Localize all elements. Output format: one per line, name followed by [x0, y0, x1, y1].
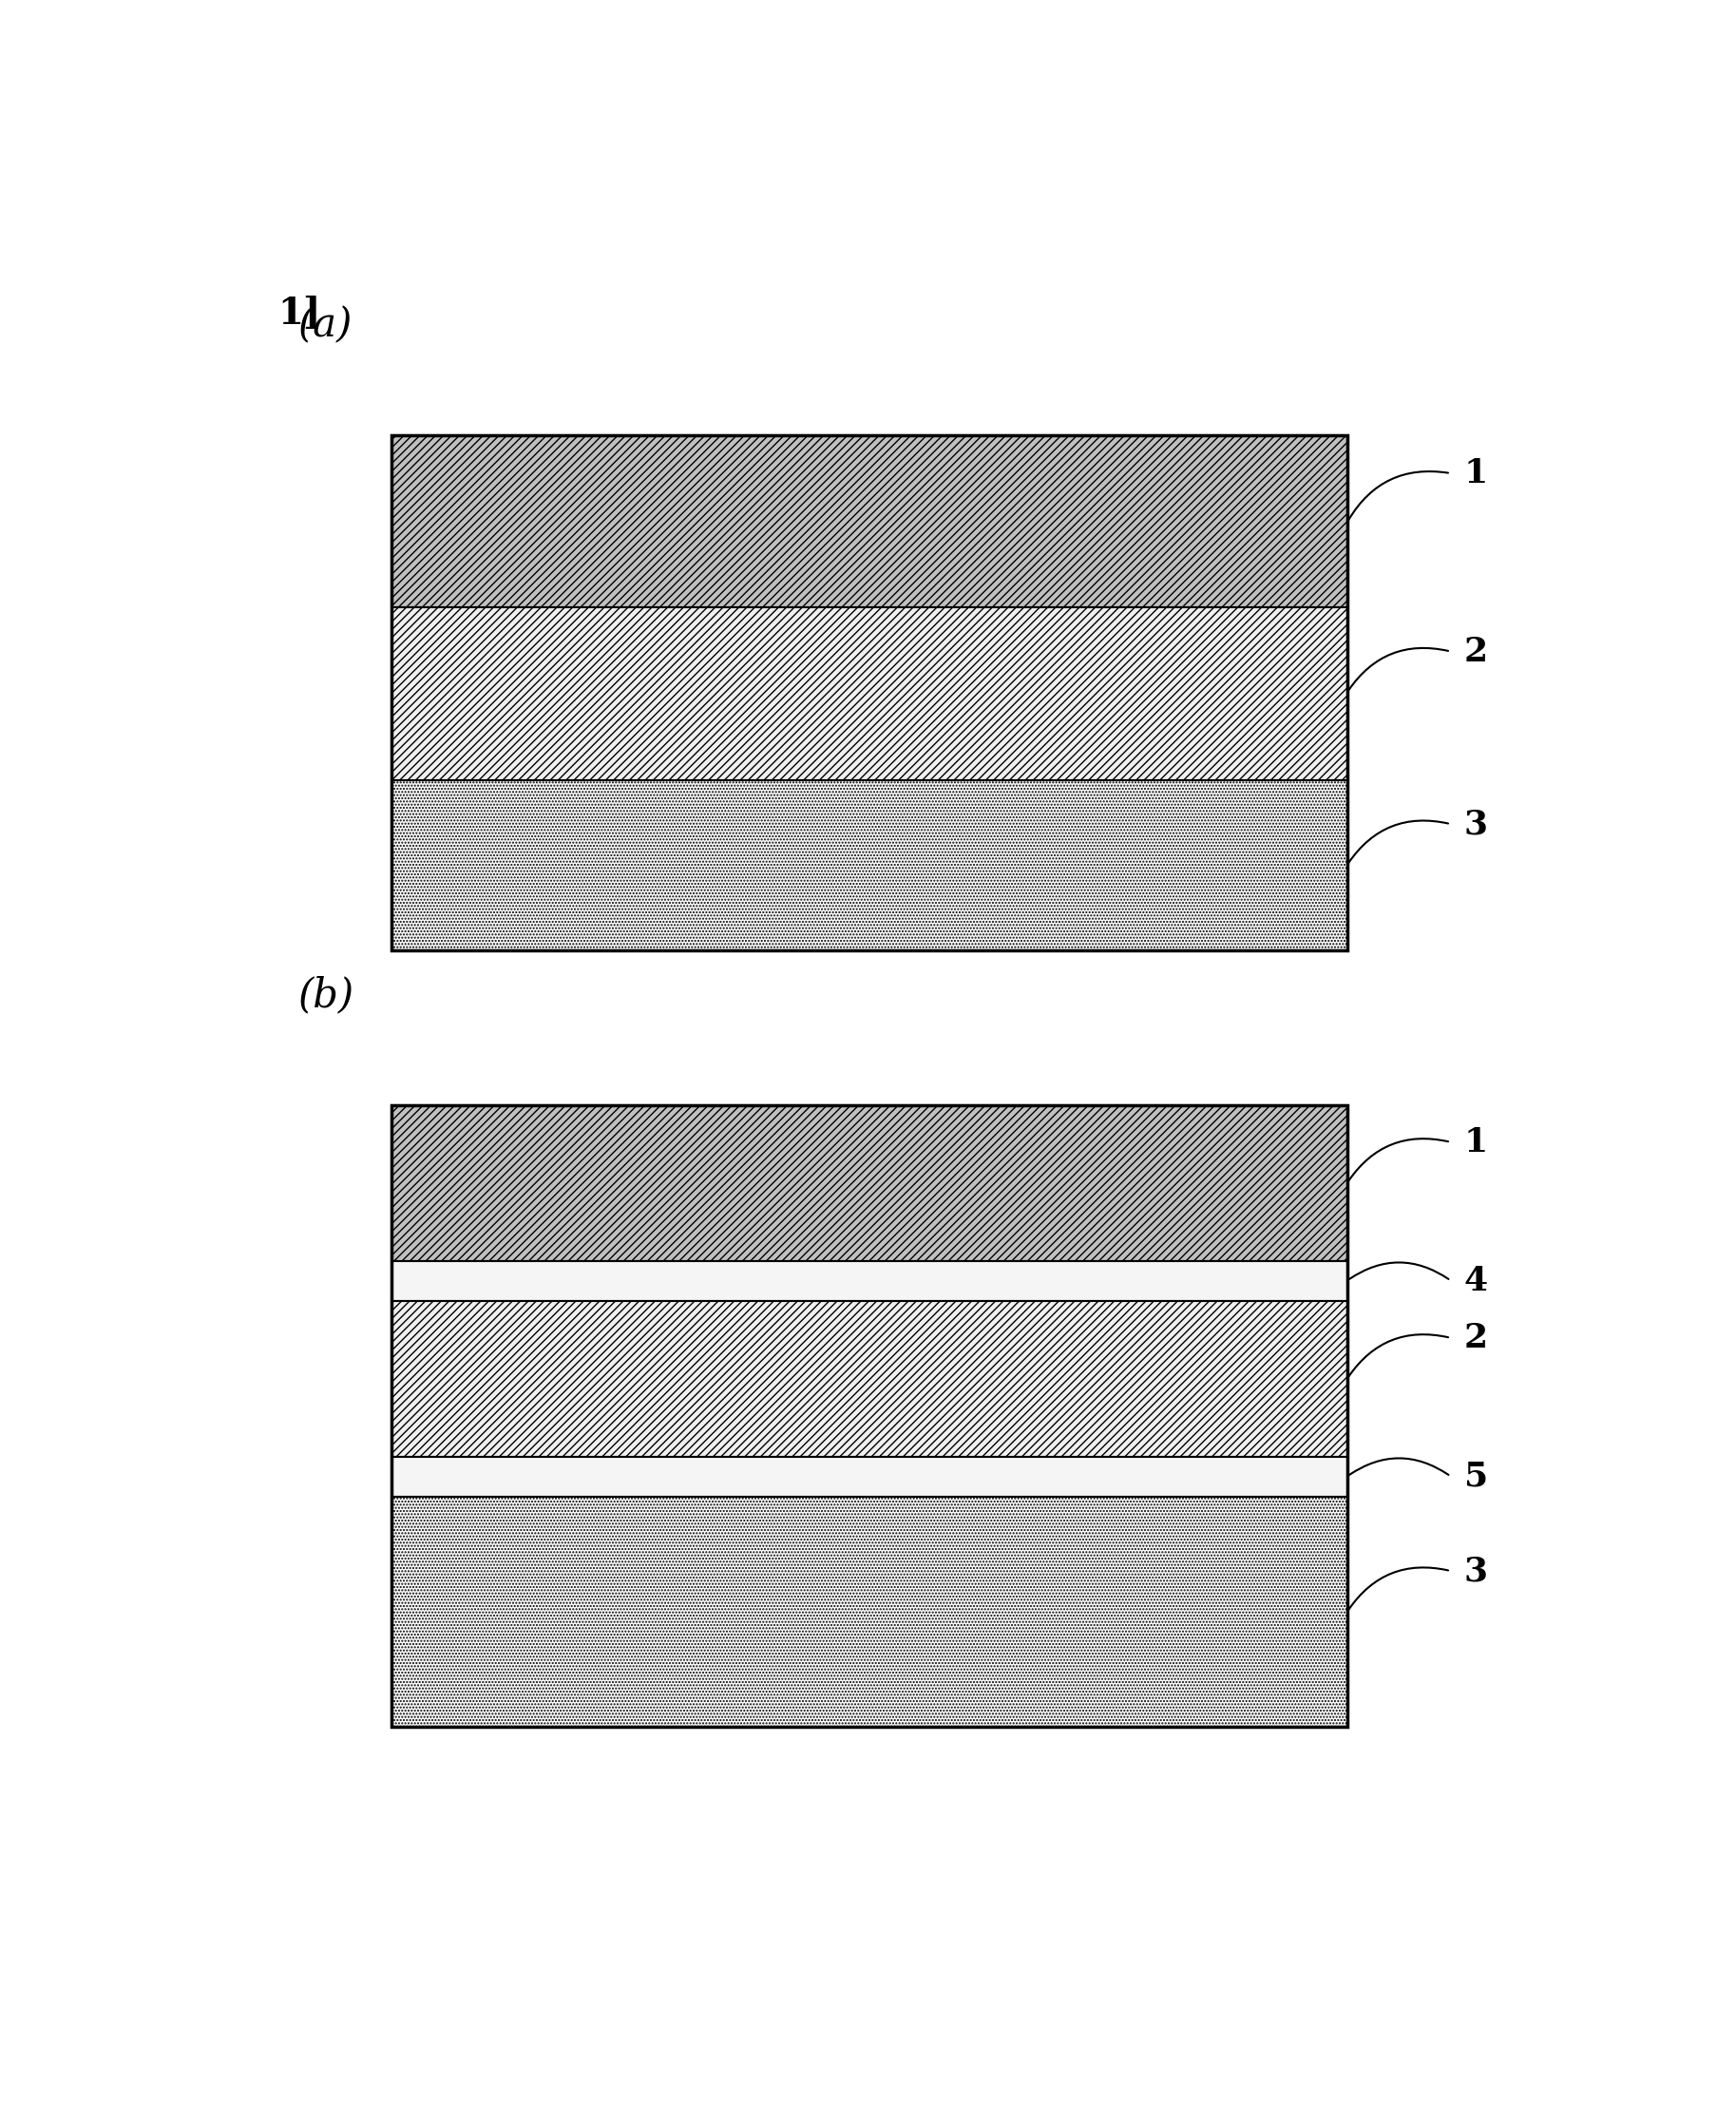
Text: 1]: 1]: [278, 295, 321, 331]
Text: 5: 5: [1463, 1459, 1488, 1493]
Bar: [392, 435, 1347, 949]
Bar: [392, 1302, 1347, 1457]
Text: 3: 3: [1463, 807, 1488, 841]
Text: 2: 2: [1463, 1321, 1488, 1355]
Text: 1: 1: [1463, 1126, 1488, 1158]
Text: (a): (a): [299, 306, 352, 344]
Text: 3: 3: [1463, 1555, 1488, 1587]
Text: (b): (b): [299, 975, 354, 1015]
Bar: [392, 780, 1347, 949]
Text: 1: 1: [1463, 457, 1488, 489]
Bar: [392, 607, 1347, 780]
Text: 2: 2: [1463, 635, 1488, 667]
Text: 4: 4: [1463, 1264, 1488, 1298]
Bar: [392, 435, 1347, 607]
Bar: [392, 1457, 1347, 1497]
Bar: [392, 1104, 1347, 1727]
Bar: [392, 1497, 1347, 1727]
Bar: [392, 1262, 1347, 1302]
Bar: [392, 1104, 1347, 1262]
